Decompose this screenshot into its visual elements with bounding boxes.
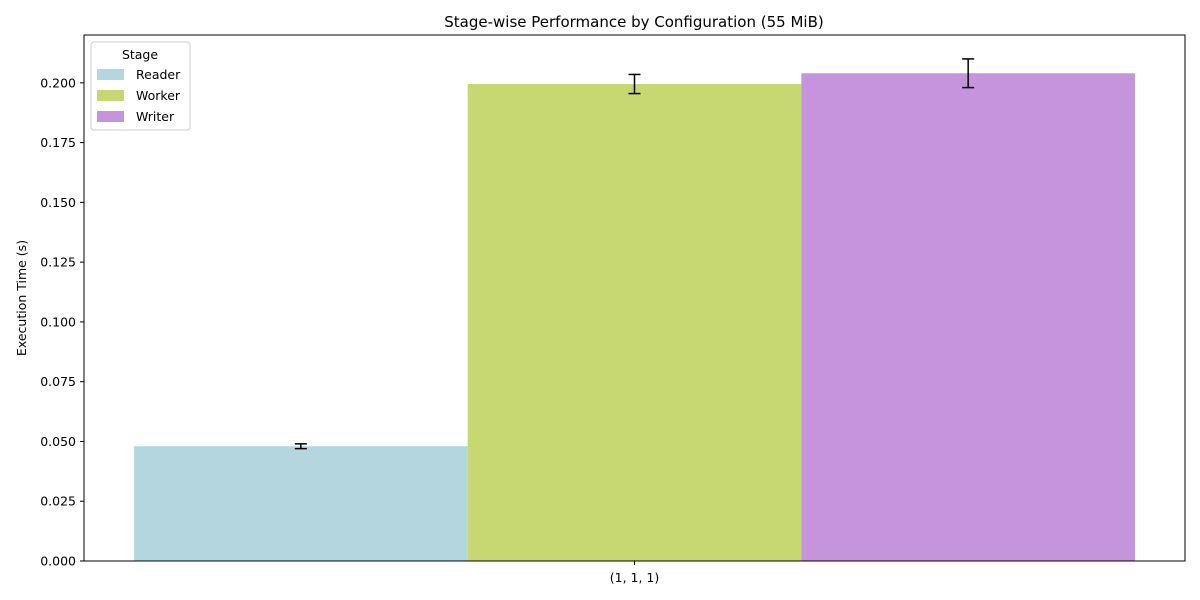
error-bar-reader xyxy=(294,443,307,450)
legend-swatch-writer xyxy=(97,111,124,122)
y-tick-label: 0.025 xyxy=(40,494,76,509)
legend-items: Reader Worker Writer xyxy=(97,67,181,124)
legend-box xyxy=(90,41,191,131)
x-tick-label: (1, 1, 1) xyxy=(610,570,660,585)
bar-writer xyxy=(801,73,1135,561)
legend-swatch-reader xyxy=(97,69,124,80)
error-bar-worker xyxy=(628,73,641,95)
error-bar-writer xyxy=(962,58,975,89)
y-tick-label: 0.050 xyxy=(40,434,76,449)
bar-reader xyxy=(134,446,468,561)
y-tick-label: 0.100 xyxy=(40,314,76,329)
y-tick-label: 0.125 xyxy=(40,255,76,270)
plot-frame xyxy=(83,34,1186,562)
y-tick-label: 0.200 xyxy=(40,75,76,90)
x-axis-ticks: (1, 1, 1) xyxy=(610,561,660,585)
legend: Stage Reader Worker Writer xyxy=(90,41,191,131)
y-tick-label: 0.150 xyxy=(40,195,76,210)
y-axis-label: Execution Time (s) xyxy=(14,240,29,356)
legend-label-reader: Reader xyxy=(136,67,181,82)
y-tick-label: 0.075 xyxy=(40,374,76,389)
y-tick-label: 0.175 xyxy=(40,135,76,150)
bars xyxy=(134,73,1135,561)
legend-label-worker: Worker xyxy=(136,88,181,103)
error-bars xyxy=(294,58,975,450)
bar-worker xyxy=(467,84,802,561)
chart-title: Stage-wise Performance by Configuration … xyxy=(444,13,823,31)
y-axis-ticks: 0.000 0.025 0.050 0.075 0.100 0.125 0.150 0.175… xyxy=(40,75,84,569)
y-tick-label: 0.000 xyxy=(40,554,76,569)
legend-title: Stage xyxy=(122,47,158,62)
legend-label-writer: Writer xyxy=(136,109,175,124)
legend-swatch-worker xyxy=(97,90,124,101)
